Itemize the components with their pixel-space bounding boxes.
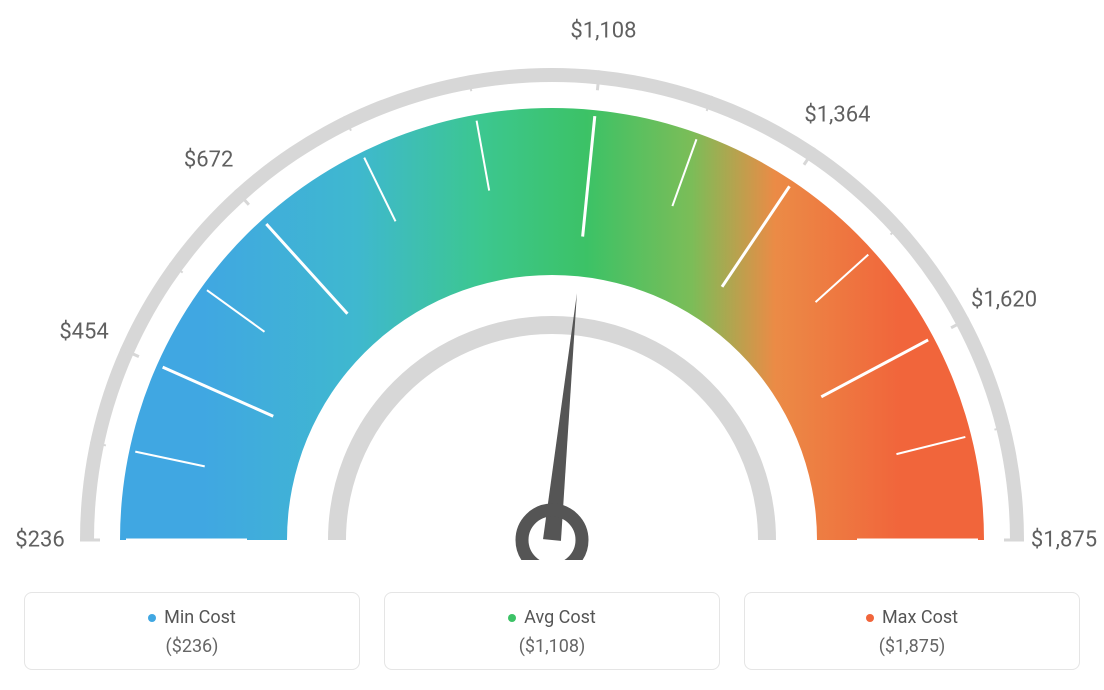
legend-row: Min Cost ($236) Avg Cost ($1,108) Max Co… (24, 592, 1080, 671)
gauge-tick-label: $672 (184, 148, 233, 173)
gauge-chart: $236 $454 $672 $1,108 $1,364 $1,620 $1,875 (0, 0, 1104, 560)
legend-dot-max (866, 614, 874, 622)
gauge-tick-label: $1,108 (570, 18, 636, 43)
legend-card-min: Min Cost ($236) (24, 592, 360, 671)
gauge-svg (0, 0, 1104, 560)
legend-title-max: Max Cost (866, 607, 958, 628)
legend-value-min: ($236) (35, 636, 349, 657)
cost-gauge-widget: $236 $454 $672 $1,108 $1,364 $1,620 $1,875 Min… (0, 0, 1104, 690)
legend-dot-min (148, 614, 156, 622)
legend-title-min: Min Cost (148, 607, 236, 628)
legend-value-max: ($1,875) (755, 636, 1069, 657)
legend-dot-avg (508, 614, 516, 622)
legend-label-min: Min Cost (164, 607, 236, 628)
legend-label-avg: Avg Cost (524, 607, 596, 628)
legend-card-avg: Avg Cost ($1,108) (384, 592, 720, 671)
legend-title-avg: Avg Cost (508, 607, 596, 628)
legend-value-avg: ($1,108) (395, 636, 709, 657)
gauge-tick-label: $454 (59, 320, 108, 345)
gauge-tick-label: $1,620 (971, 287, 1037, 312)
gauge-tick-label: $236 (15, 528, 64, 553)
legend-card-max: Max Cost ($1,875) (744, 592, 1080, 671)
gauge-tick-label: $1,364 (804, 102, 870, 127)
gauge-tick-label: $1,875 (1031, 528, 1097, 553)
legend-label-max: Max Cost (882, 607, 958, 628)
